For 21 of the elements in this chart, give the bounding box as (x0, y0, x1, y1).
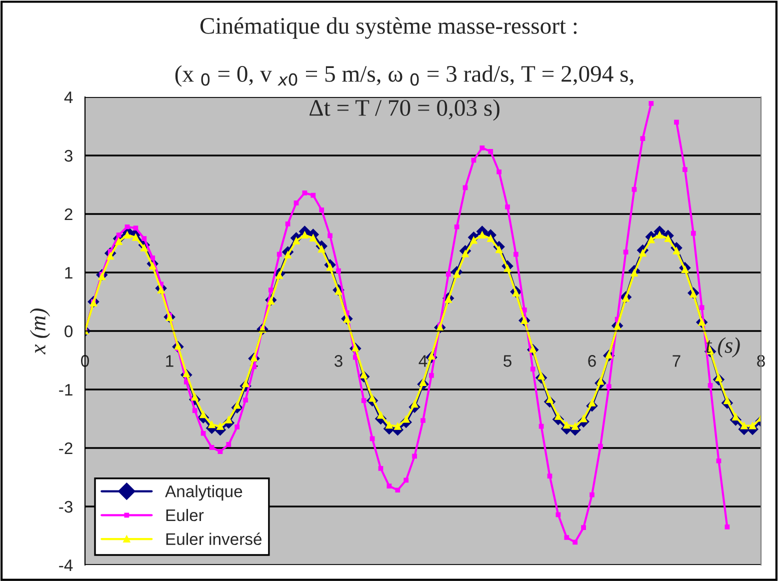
y-axis-title: x (m) (30, 308, 50, 354)
x-tick-label: 5 (504, 355, 512, 367)
legend-label: Analytique (165, 485, 242, 501)
legend-label: Euler (166, 508, 204, 522)
y-tick-label: -3 (59, 500, 72, 513)
y-tick-label: 0 (64, 325, 73, 338)
x-tick-label: 4 (418, 355, 428, 367)
chart-subtitle: (x $_{0}$ = 0, v $_{x0}$ = 5 m/s, ω $_{0}$ = 3 rad/s, T = 2,094 s, Δt = T / 70 = 0,03 s) (175, 65, 634, 121)
y-tick-label: 4 (64, 92, 73, 104)
x-tick-label: 6 (588, 355, 596, 367)
y-tick-label: 1 (65, 267, 72, 279)
y-tick-label: 2 (64, 208, 72, 220)
x-tick-label: 3 (334, 355, 342, 367)
x-tick-label: 1 (166, 355, 174, 367)
y-tick-label: -2 (59, 442, 72, 454)
x-tick-label: 7 (672, 355, 680, 367)
y-tick-label: 3 (64, 150, 72, 162)
y-tick-label: -1 (59, 384, 72, 396)
legend-label: Euler inversé (166, 532, 262, 546)
chart-title: Cinématique du système masse-ressort : (200, 17, 577, 39)
y-tick-label: -4 (59, 560, 73, 572)
